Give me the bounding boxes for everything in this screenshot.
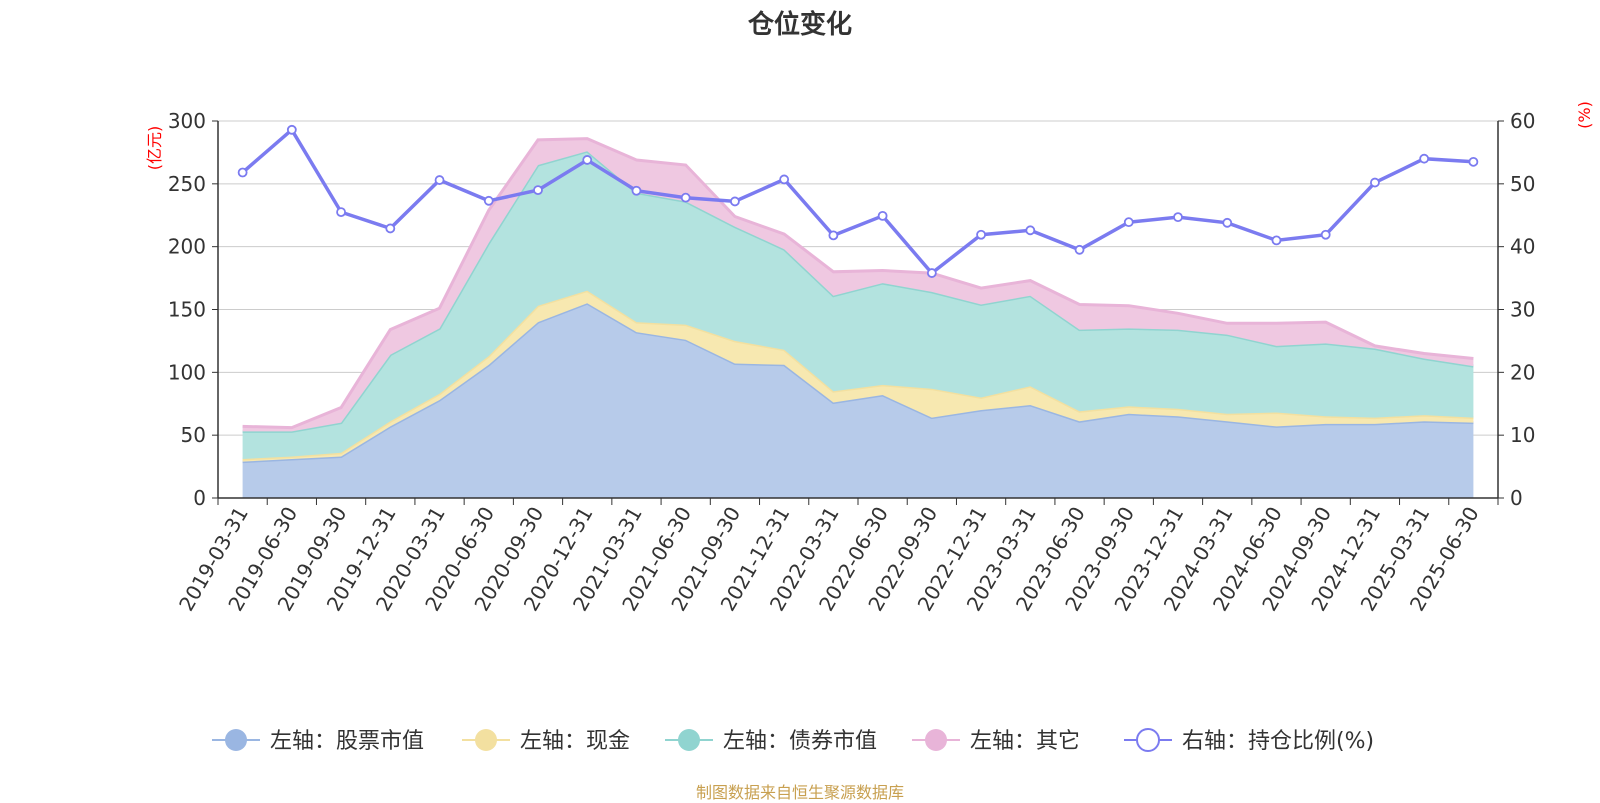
- legend-marker-icon: [1136, 728, 1160, 752]
- ratio-point[interactable]: [533, 185, 543, 196]
- ratio-point[interactable]: [680, 192, 691, 203]
- ratio-point[interactable]: [483, 195, 494, 206]
- right-tick-label: 60: [1510, 109, 1535, 133]
- ratio-point[interactable]: [1370, 177, 1380, 188]
- legend-item[interactable]: 左轴：现金: [462, 729, 630, 754]
- ratio-point[interactable]: [385, 223, 396, 234]
- legend-label: 右轴：持仓比例(%): [1182, 729, 1374, 754]
- stacked-areas: [242, 137, 1474, 498]
- area-左轴：债券市值: [242, 151, 1474, 459]
- ratio-point[interactable]: [631, 185, 642, 196]
- legend-marker-icon: [225, 729, 247, 751]
- ratio-line-path: [241, 127, 1474, 276]
- legend[interactable]: 左轴：股票市值 左轴：现金 左轴：债券市值 左轴：其它 右轴：持仓比例(%): [212, 728, 1374, 754]
- right-tick-label: 50: [1510, 172, 1535, 196]
- ratio-point[interactable]: [434, 175, 445, 185]
- ratio-point[interactable]: [286, 124, 297, 135]
- ratio-point[interactable]: [237, 167, 248, 178]
- ratio-point[interactable]: [1271, 235, 1282, 246]
- legend-label: 左轴：现金: [520, 729, 630, 754]
- left-tick-label: 50: [181, 423, 206, 447]
- legend-item[interactable]: 左轴：其它: [912, 729, 1080, 754]
- ratio-point[interactable]: [1123, 217, 1134, 228]
- right-tick-label: 40: [1510, 235, 1535, 259]
- legend-item[interactable]: 左轴：债券市值: [665, 729, 877, 754]
- left-tick-label: 150: [168, 298, 206, 322]
- ratio-point[interactable]: [828, 230, 839, 241]
- left-tick-label: 0: [193, 486, 206, 510]
- ratio-point[interactable]: [926, 268, 937, 278]
- legend-marker-icon: [925, 729, 947, 751]
- source-note: 制图数据来自恒生聚源数据库: [695, 783, 904, 802]
- ratio-point[interactable]: [779, 174, 790, 185]
- legend-item[interactable]: 左轴：股票市值: [212, 729, 424, 754]
- ratio-point[interactable]: [730, 196, 740, 207]
- ratio-point[interactable]: [1173, 212, 1183, 223]
- left-axis-label: (亿元): [145, 126, 164, 171]
- left-tick-label: 250: [168, 172, 206, 196]
- left-tick-label: 200: [168, 235, 206, 259]
- ratio-point[interactable]: [1419, 153, 1430, 164]
- ratio-point[interactable]: [976, 229, 986, 240]
- legend-item[interactable]: 右轴：持仓比例(%): [1124, 728, 1374, 754]
- area-edge: [242, 137, 1474, 430]
- legend-label: 左轴：股票市值: [270, 729, 424, 754]
- legend-label: 左轴：债券市值: [723, 729, 877, 754]
- ratio-point[interactable]: [582, 155, 593, 165]
- area-左轴：股票市值: [242, 303, 1474, 498]
- right-axis-label: (%): [1575, 101, 1594, 129]
- legend-marker-icon: [678, 729, 700, 751]
- ratio-point[interactable]: [877, 210, 888, 221]
- right-tick-label: 30: [1510, 298, 1535, 322]
- ratio-point[interactable]: [1025, 225, 1036, 236]
- right-tick-label: 0: [1510, 486, 1523, 510]
- ratio-point[interactable]: [1222, 217, 1233, 228]
- ratio-point[interactable]: [336, 207, 346, 218]
- ratio-point[interactable]: [1074, 244, 1085, 255]
- legend-marker-icon: [475, 729, 497, 751]
- ratio-point[interactable]: [1468, 156, 1479, 167]
- right-tick-label: 10: [1510, 423, 1535, 447]
- legend-label: 左轴：其它: [970, 729, 1080, 754]
- ratio-line: [237, 124, 1479, 278]
- left-tick-label: 300: [168, 109, 206, 133]
- ratio-point[interactable]: [1320, 229, 1331, 240]
- area-左轴：其它: [242, 138, 1474, 432]
- chart-title: 仓位变化: [747, 10, 852, 40]
- left-tick-label: 100: [168, 360, 206, 384]
- right-tick-label: 20: [1510, 360, 1535, 384]
